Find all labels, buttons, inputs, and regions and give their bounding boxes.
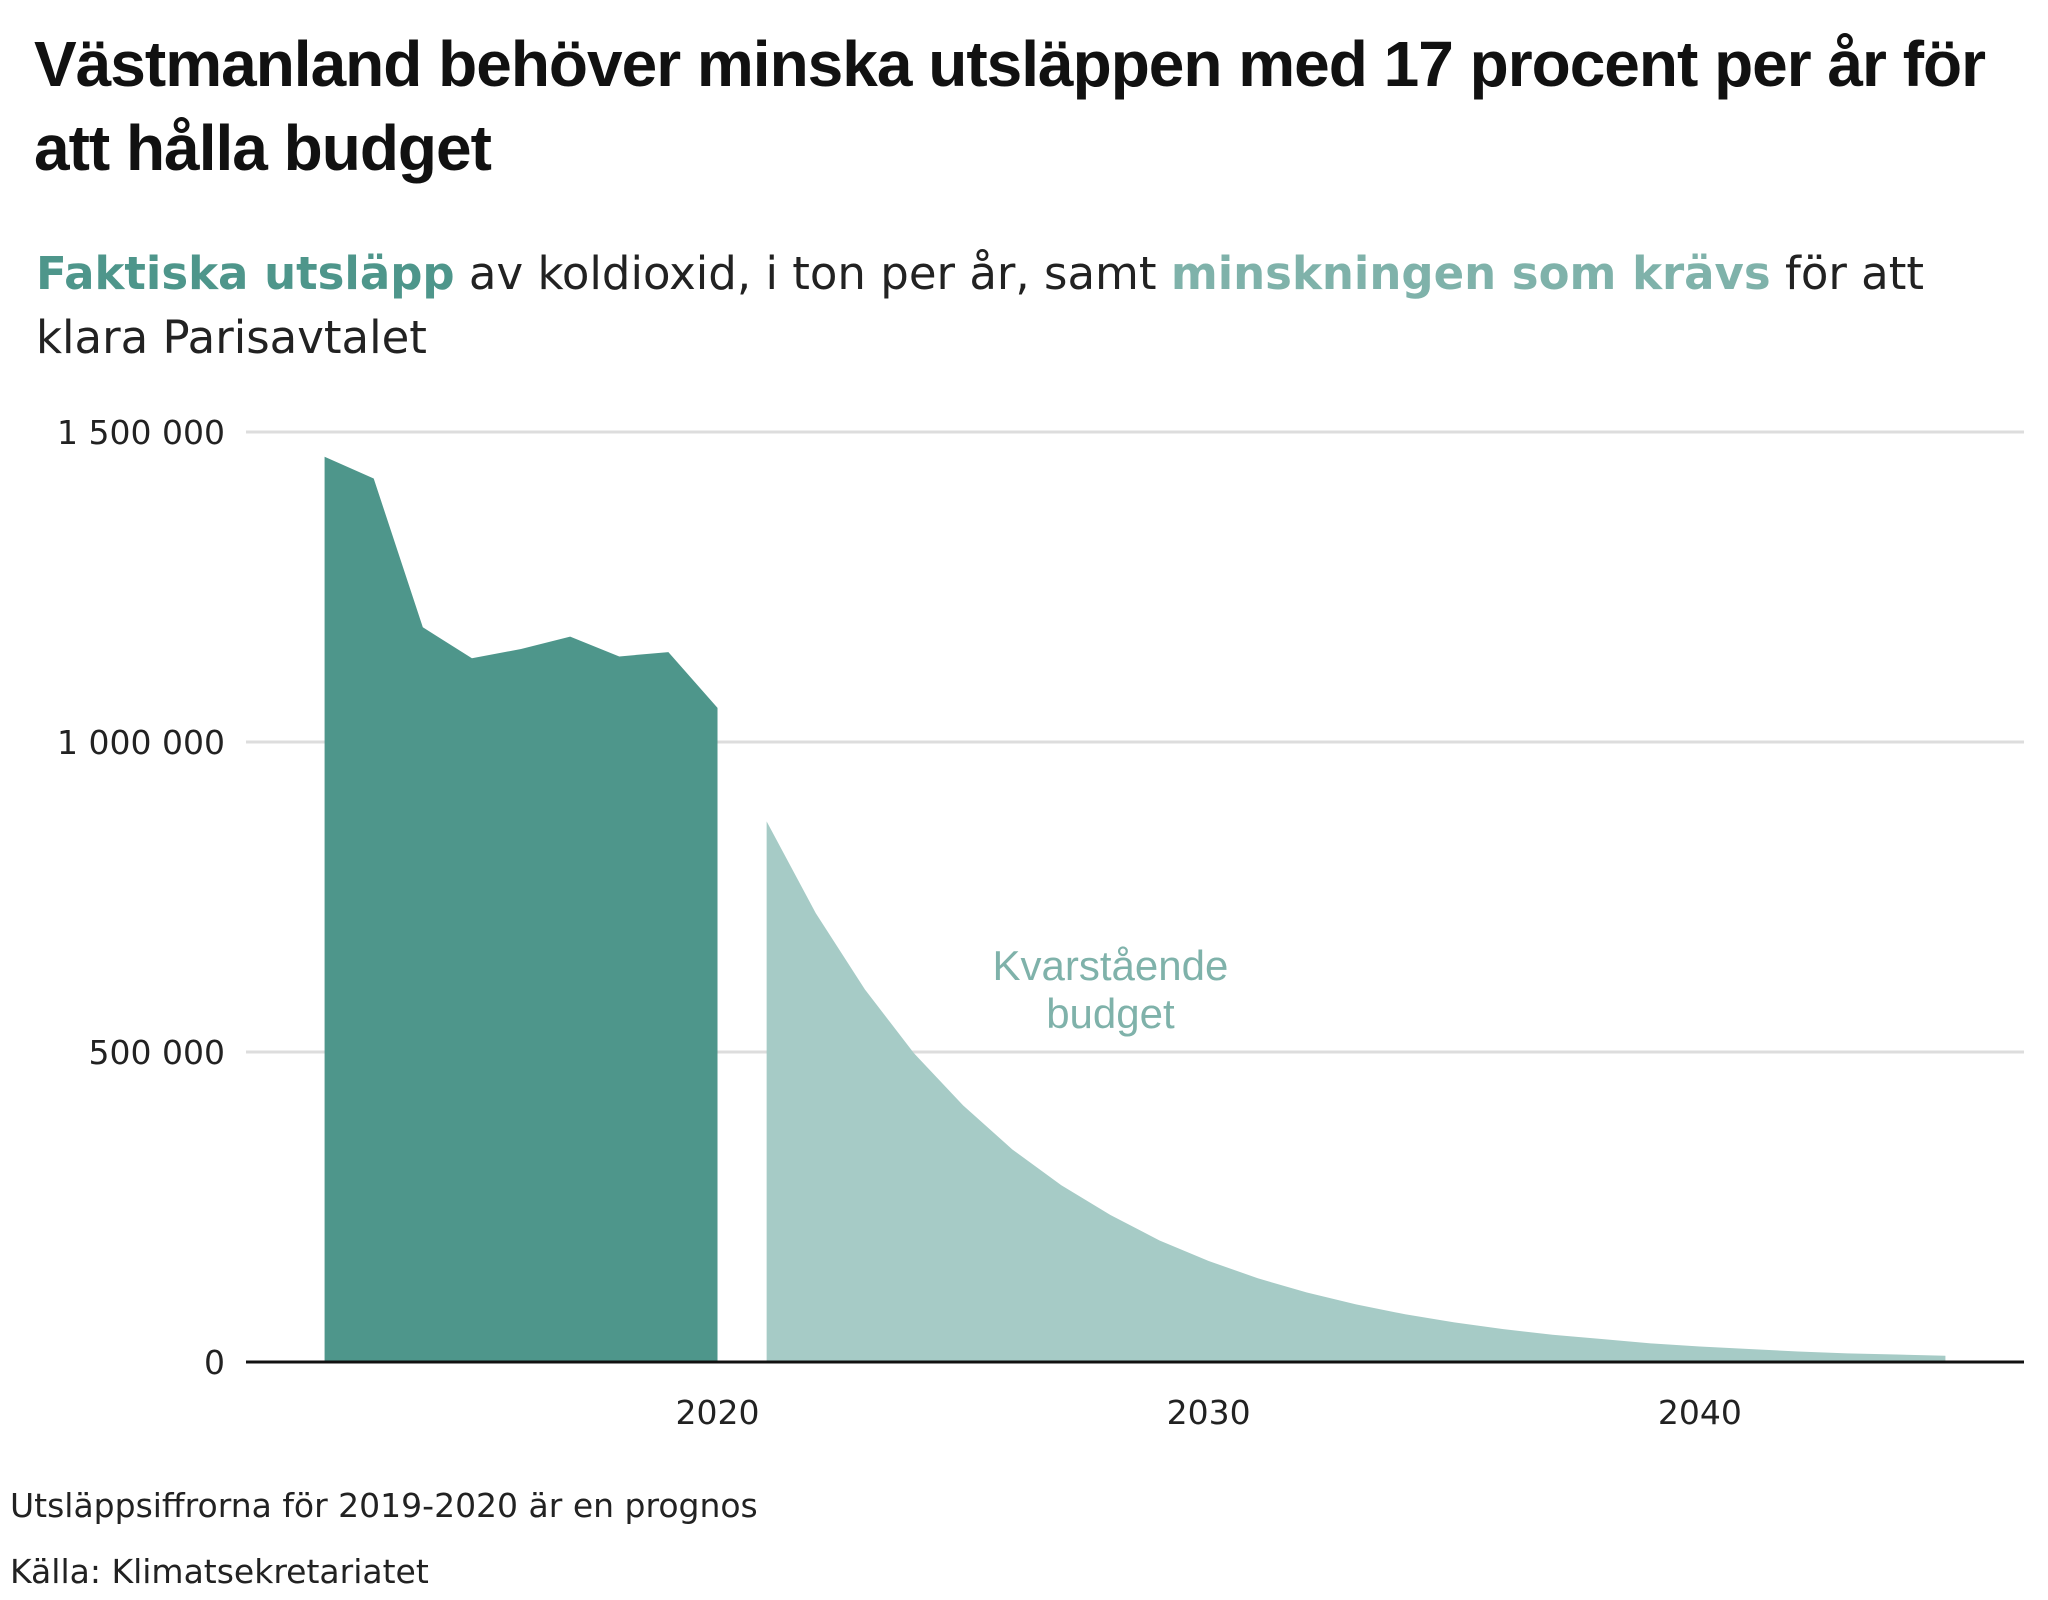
budget-annotation-line-2: budget xyxy=(1046,990,1175,1037)
budget-annotation-line-1: Kvarstående xyxy=(993,942,1229,989)
subtitle-actual-emissions: Faktiska utsläpp xyxy=(36,247,455,300)
forecast-note: Utsläppsiffrorna för 2019-2020 är en pro… xyxy=(10,1486,758,1525)
area-series xyxy=(324,456,1946,1362)
chart-title: Västmanland behöver minska utsläppen med… xyxy=(34,28,1986,184)
emissions-chart: 0 500 000 1 000 000 1 500 000 2020 2030 2040 K… xyxy=(57,413,2024,1430)
source-credit: Källa: Klimatsekretariatet xyxy=(10,1552,429,1591)
x-tick-label-2020: 2020 xyxy=(676,1393,760,1430)
chart-subtitle: Faktiska utsläpp av koldioxid, i ton per… xyxy=(36,242,1996,370)
subtitle-text-1: av koldioxid, i ton per år, samt xyxy=(454,247,1171,300)
tick-labels: 0 500 000 1 000 000 1 500 000 2020 2030 2040 xyxy=(57,413,1742,1430)
x-tick-label-2030: 2030 xyxy=(1167,1393,1251,1430)
y-tick-label-1000000: 1 000 000 xyxy=(57,723,225,762)
y-tick-label-1500000: 1 500 000 xyxy=(57,413,225,452)
area-series-1 xyxy=(324,456,718,1362)
y-tick-label-500000: 500 000 xyxy=(89,1033,225,1072)
y-tick-label-0: 0 xyxy=(204,1343,225,1382)
subtitle-required-reduction: minskningen som krävs xyxy=(1170,247,1771,300)
area-series-2 xyxy=(766,821,1946,1362)
chart-area: 0 500 000 1 000 000 1 500 000 2020 2030 2040 K… xyxy=(0,400,2048,1430)
x-tick-label-2040: 2040 xyxy=(1658,1393,1742,1430)
subtitle-text-2: för att klara Parisavtalet xyxy=(36,247,1925,364)
